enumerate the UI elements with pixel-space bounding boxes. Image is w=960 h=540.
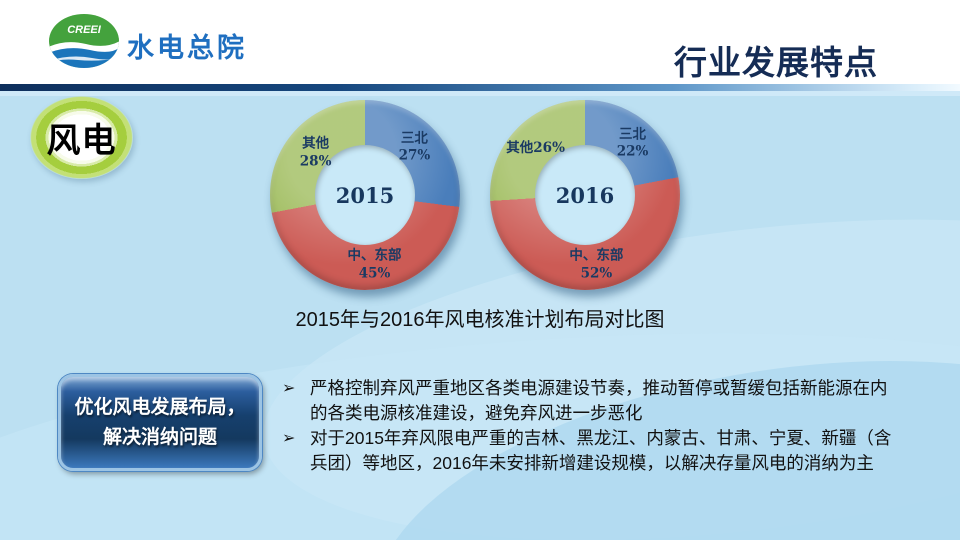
logo-text: CREEI [67,24,102,36]
donut-center-year: 2015 [335,182,395,208]
bullet-text: 对于2015年弃风限电严重的吉林、黑龙江、内蒙古、甘肃、宁夏、新疆（含 兵团）等… [310,428,892,473]
bullet-item: ➢ 对于2015年弃风限电严重的吉林、黑龙江、内蒙古、甘肃、宁夏、新疆（含 兵团… [282,426,942,476]
bullet-list: ➢ 严格控制弃风严重地区各类电源建设节奏，推动暂停或暂缓包括新能源在内 的各类电… [282,376,942,476]
wind-power-badge-label: 风电 [46,122,117,160]
slice-label-other: 其他26% [506,140,565,157]
arrow-bullet-icon: ➢ [282,430,296,447]
page-title: 行业发展特点 [674,44,878,81]
donut-center-year: 2016 [555,182,615,208]
wind-power-badge: 风电 [30,96,133,179]
slice-label-other: 其他 28% [299,135,332,170]
bullet-text: 严格控制弃风严重地区各类电源建设节奏，推动暂停或暂缓包括新能源在内 的各类电源核… [310,378,888,423]
donut-hole-2015: 2015 [315,145,415,245]
arrow-bullet-icon: ➢ [282,380,296,397]
optimize-layout-button: 优化风电发展布局， 解决消纳问题 [58,374,262,471]
creei-logo-icon: CREEI [49,14,119,68]
org-name: 水电总院 [127,33,247,63]
optimize-layout-button-label: 优化风电发展布局， 解决消纳问题 [74,397,246,448]
bullet-item: ➢ 严格控制弃风严重地区各类电源建设节奏，推动暂停或暂缓包括新能源在内 的各类电… [282,376,942,426]
donut-chart-2016: 2016 三北 22% 中、东部 52% 其他26% [490,100,680,290]
slice-label-sanbei: 三北 27% [398,129,431,164]
slice-label-mid-east: 中、东部 45% [347,247,402,282]
header: CREEI 水电总院 行业发展特点 [0,0,960,84]
donut-hole-2016: 2016 [535,145,635,245]
chart-caption: 2015年与2016年风电核准计划布局对比图 [295,309,665,331]
header-divider-light [0,91,960,96]
slice-label-sanbei: 三北 22% [616,126,649,160]
donut-chart-2015: 2015 三北 27% 中、东部 45% 其他 28% [270,100,460,290]
slice-label-mid-east: 中、东部 52% [569,247,624,282]
header-divider [0,84,960,91]
